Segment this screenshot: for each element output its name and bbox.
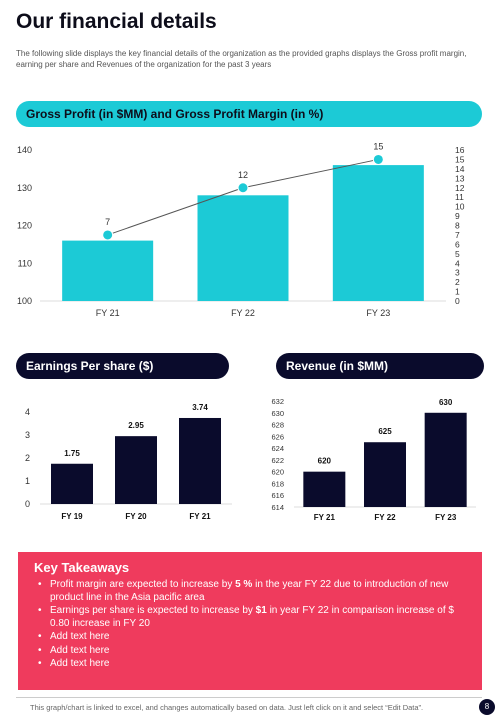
data-label: 3.74 xyxy=(192,403,208,412)
page-subtitle: The following slide displays the key fin… xyxy=(16,49,467,69)
data-label-gross-margin: 12 xyxy=(238,170,248,180)
takeaway-item: Add text here xyxy=(32,631,468,644)
revenue-chart-title: Revenue (in $MM) xyxy=(276,353,484,379)
y2-tick-label: 0 xyxy=(455,296,460,306)
bar xyxy=(364,442,406,507)
gross-profit-chart-title: Gross Profit (in $MM) and Gross Profit M… xyxy=(16,101,482,127)
bar xyxy=(179,417,221,504)
page-number-badge: 8 xyxy=(479,699,495,715)
x-tick-label: FY 21 xyxy=(314,513,336,522)
eps-chart-title: Earnings Per share ($) xyxy=(16,353,229,379)
y-tick-label: 4 xyxy=(25,407,30,417)
key-takeaways-list: Profit margin are expected to increase b… xyxy=(32,579,468,671)
y-tick-label: 130 xyxy=(17,183,32,193)
y-tick-label: 1 xyxy=(25,476,30,486)
x-tick-label: FY 22 xyxy=(231,308,255,318)
bar xyxy=(115,436,157,504)
y2-tick-label: 10 xyxy=(455,202,465,212)
y-tick-label: 628 xyxy=(271,421,284,430)
y-tick-label: 3 xyxy=(25,430,30,440)
bar xyxy=(303,471,346,507)
footer-note: This graph/chart is linked to excel, and… xyxy=(30,703,424,712)
x-tick-label: FY 22 xyxy=(374,513,396,522)
bar-gross-profit xyxy=(62,240,154,301)
data-label-gross-margin: 15 xyxy=(373,141,383,151)
y-tick-label: 100 xyxy=(17,296,32,306)
y2-tick-label: 8 xyxy=(455,221,460,231)
y-tick-label: 632 xyxy=(271,397,284,406)
y2-tick-label: 12 xyxy=(455,183,465,193)
revenue-chart[interactable]: 614 616 618 620 622 624 626 628 630 632 620 FY 21 62… xyxy=(250,390,498,530)
y-tick-label: 620 xyxy=(271,468,284,477)
y-tick-label: 0 xyxy=(25,499,30,509)
y2-tick-label: 16 xyxy=(455,145,465,155)
takeaway-item: Earnings per share is expected to increa… xyxy=(32,605,468,630)
y2-tick-label: 4 xyxy=(455,258,460,268)
y2-tick-label: 3 xyxy=(455,268,460,278)
y2-tick-label: 5 xyxy=(455,249,460,259)
y2-tick-label: 6 xyxy=(455,239,460,249)
y-tick-label: 618 xyxy=(271,479,284,488)
y-tick-label: 624 xyxy=(271,444,284,453)
y2-tick-label: 7 xyxy=(455,230,460,240)
bar-gross-profit xyxy=(332,165,424,301)
y-tick-label: 120 xyxy=(17,221,32,231)
x-tick-label: FY 23 xyxy=(435,513,457,522)
x-tick-label: FY 21 xyxy=(96,308,120,318)
y-tick-label: 626 xyxy=(271,432,284,441)
y-tick-label: 622 xyxy=(271,456,284,465)
gross-profit-chart[interactable]: 100110120130140012345678910111213141516F… xyxy=(0,130,498,350)
data-label: 630 xyxy=(439,398,453,407)
takeaway-highlight: $1 xyxy=(255,605,267,616)
y2-tick-label: 1 xyxy=(455,287,460,297)
x-tick-label: FY 21 xyxy=(189,512,211,521)
takeaway-item: Profit margin are expected to increase b… xyxy=(32,579,468,604)
y2-tick-label: 11 xyxy=(455,192,464,202)
x-tick-label: FY 23 xyxy=(366,308,390,318)
eps-chart[interactable]: 0 1 2 3 4 1.75 FY 19 2.95 FY 20 3.74 FY 21 xyxy=(0,390,250,530)
point-gross-margin xyxy=(237,182,249,194)
y-tick-label: 616 xyxy=(271,491,284,500)
takeaway-item: Add text here xyxy=(32,645,468,658)
data-label: 1.75 xyxy=(64,449,80,458)
y-tick-label: 140 xyxy=(17,145,32,155)
y2-tick-label: 14 xyxy=(455,164,465,174)
data-label: 2.95 xyxy=(128,421,144,430)
takeaway-highlight: 5 % xyxy=(235,579,253,590)
y2-tick-label: 13 xyxy=(455,173,465,183)
point-gross-margin xyxy=(102,229,114,241)
data-label: 625 xyxy=(378,427,392,436)
x-tick-label: FY 20 xyxy=(125,512,147,521)
y2-tick-label: 15 xyxy=(455,154,465,164)
y-tick-label: 630 xyxy=(271,409,284,418)
data-label: 620 xyxy=(318,457,332,466)
data-label-gross-margin: 7 xyxy=(105,217,110,227)
takeaway-item: Add text here xyxy=(32,658,468,671)
x-tick-label: FY 19 xyxy=(61,512,83,521)
footer-divider xyxy=(16,697,482,698)
key-takeaways-heading: Key Takeaways xyxy=(34,560,130,575)
bar-gross-profit xyxy=(197,195,289,301)
y-tick-label: 110 xyxy=(18,258,32,268)
y2-tick-label: 9 xyxy=(455,211,460,221)
bar xyxy=(51,463,93,504)
page-title: Our financial details xyxy=(16,10,217,33)
bar xyxy=(424,412,467,507)
point-gross-margin xyxy=(372,153,384,165)
y2-tick-label: 2 xyxy=(455,277,460,287)
y-tick-label: 2 xyxy=(25,453,30,463)
y-tick-label: 614 xyxy=(271,503,284,512)
key-takeaways-panel: Key Takeaways Profit margin are expected… xyxy=(18,552,482,690)
